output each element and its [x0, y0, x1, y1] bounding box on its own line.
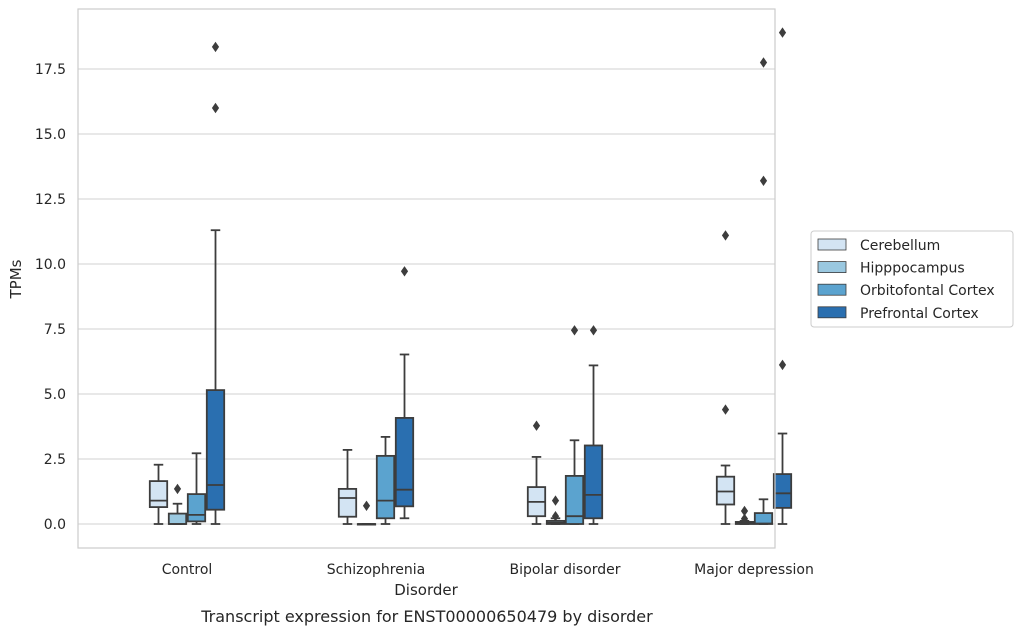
legend-frame	[810, 230, 1014, 328]
y-tick-label: 12.5	[35, 192, 66, 208]
legend-items: Cerebellum Hipppocampus Orbitofontal Corte…	[817, 238, 995, 322]
box-cerebellum	[526, 420, 547, 525]
box-hipppocampus	[545, 495, 566, 525]
box-hipppocampus	[356, 500, 377, 526]
box-body	[375, 454, 396, 520]
x-tick-label: Schizophrenia	[327, 562, 425, 578]
box-body	[167, 512, 188, 525]
box-orbitofontal-cortex	[186, 452, 207, 525]
legend-label: Orbitofontal Cortex	[860, 283, 995, 299]
y-tick-label: 2.5	[44, 452, 66, 468]
x-tick-labels: Control Schizophrenia Bipolar disorder Majo…	[162, 562, 814, 578]
legend-label: Cerebellum	[860, 238, 940, 254]
legend-swatch	[817, 283, 847, 296]
box-orbitofontal-cortex	[753, 57, 774, 525]
box-prefrontal-cortex	[394, 266, 415, 520]
outlier-point	[211, 102, 220, 114]
box-body	[753, 512, 774, 525]
x-tick-label: Major depression	[694, 562, 814, 578]
y-tick-label: 0.0	[44, 517, 66, 533]
box-series	[148, 27, 793, 526]
y-axis-label: TPMs	[7, 259, 25, 299]
outlier-point	[778, 27, 787, 38]
box-prefrontal-cortex	[583, 325, 604, 525]
box-orbitofontal-cortex	[375, 435, 396, 525]
box-orbitofontal-cortex	[564, 325, 585, 525]
box-body	[772, 473, 793, 509]
legend-swatch	[817, 238, 847, 251]
legend-label: Hipppocampus	[860, 261, 965, 277]
outlier-point	[740, 513, 749, 524]
y-tick-label: 7.5	[44, 322, 66, 338]
grid-lines	[78, 68, 775, 525]
outlier-point	[721, 404, 730, 415]
box-cerebellum	[715, 230, 736, 525]
legend-swatch	[817, 306, 847, 319]
outlier-point	[211, 41, 220, 53]
y-tick-label: 15.0	[35, 127, 66, 143]
outlier-point	[570, 325, 579, 336]
outlier-point	[721, 230, 730, 241]
legend-label: Prefrontal Cortex	[860, 306, 979, 322]
outlier-point	[778, 359, 787, 371]
outlier-point	[400, 266, 409, 277]
box-body	[337, 487, 358, 518]
box-body	[205, 389, 226, 511]
box-body	[564, 474, 585, 525]
legend-swatch	[817, 261, 847, 274]
outlier-point	[173, 483, 182, 495]
outlier-point	[532, 420, 541, 431]
box-prefrontal-cortex	[205, 41, 226, 525]
x-tick-label: Bipolar disorder	[509, 562, 620, 578]
plot-frame	[77, 8, 776, 549]
box-cerebellum	[148, 463, 169, 525]
x-tick-label: Control	[162, 562, 213, 578]
outlier-point	[551, 495, 560, 506]
box-cerebellum	[337, 448, 358, 525]
y-tick-labels: 0.0 2.5 5.0 7.5 10.0 12.5 15.0 17.5	[35, 62, 66, 533]
y-tick-label: 17.5	[35, 62, 66, 78]
y-tick-label: 5.0	[44, 387, 66, 403]
box-body	[186, 493, 207, 523]
outlier-point	[759, 57, 768, 68]
outlier-point	[589, 325, 598, 336]
outlier-point	[362, 500, 371, 511]
box-body	[715, 475, 736, 506]
outlier-point	[551, 511, 560, 522]
box-body	[583, 444, 604, 520]
box-body	[148, 480, 169, 509]
y-tick-label: 10.0	[35, 257, 66, 273]
outlier-point	[740, 505, 749, 517]
figure-caption: Transcript expression for ENST0000065047…	[200, 607, 653, 626]
box-body	[394, 417, 415, 508]
outlier-point	[759, 175, 768, 186]
box-hipppocampus	[734, 505, 755, 525]
box-hipppocampus	[167, 483, 188, 525]
x-axis-label: Disorder	[394, 581, 458, 599]
box-prefrontal-cortex	[772, 27, 793, 525]
legend: Cerebellum Hipppocampus Orbitofontal Corte…	[810, 230, 1014, 328]
